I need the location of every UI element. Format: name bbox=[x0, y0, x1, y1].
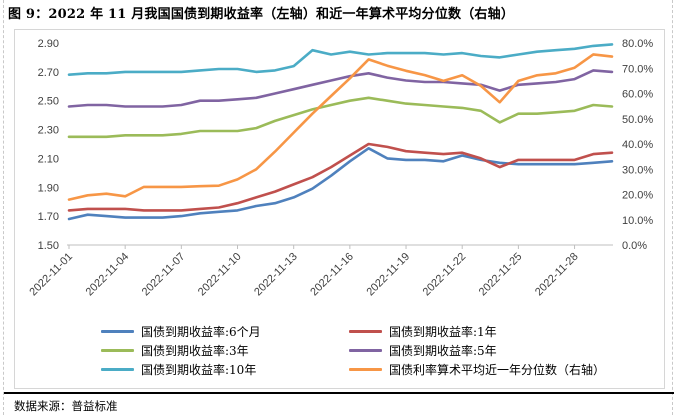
legend-swatch-icon bbox=[349, 368, 382, 371]
left-axis-tick-label: 2.50 bbox=[38, 96, 59, 108]
right-axis-tick-label: 30.0% bbox=[622, 164, 653, 176]
legend-swatch-icon bbox=[349, 349, 382, 352]
table-border-right bbox=[672, 0, 673, 415]
right-axis-tick-label: 0.0% bbox=[622, 240, 647, 252]
chart-legend: 国债到期收益率:6个月 国债到期收益率:1年国债到期收益率:3年 国债到期收益率:5… bbox=[101, 324, 605, 377]
table-border-left bbox=[3, 0, 4, 415]
legend-item-5: 国债利率算术平均近一年分位数（右轴） bbox=[349, 362, 605, 377]
series-line-1 bbox=[67, 142, 614, 212]
x-axis-tick-label: 2022-11-13 bbox=[252, 251, 300, 299]
legend-label: 国债到期收益率:10年 bbox=[141, 363, 257, 377]
x-axis-tick-label: 2022-11-22 bbox=[421, 251, 469, 299]
figure-title: 图 9：2022 年 11 月我国国债到期收益率（左轴）和近一年算术平均分位数（… bbox=[8, 7, 515, 22]
legend-label: 国债到期收益率:3年 bbox=[141, 344, 249, 358]
right-axis-tick-label: 70.0% bbox=[622, 63, 653, 75]
left-axis-tick-label: 1.50 bbox=[38, 240, 59, 252]
legend-item-3: 国债到期收益率:5年 bbox=[349, 343, 605, 358]
series-line-5 bbox=[67, 53, 614, 201]
line-chart-plot: 2.90 2.70 2.50 2.30 2.10 1.90 1.70 1.50 80.0% 70.… bbox=[27, 38, 653, 299]
x-axis-tick-label: 2022-11-28 bbox=[533, 251, 581, 299]
right-axis-tick-label: 40.0% bbox=[622, 139, 653, 151]
legend-swatch-icon bbox=[101, 349, 134, 352]
footer-divider bbox=[4, 392, 674, 394]
series-line-0 bbox=[67, 147, 614, 221]
right-axis-tick-label: 20.0% bbox=[622, 190, 653, 202]
legend-item-2: 国债到期收益率:3年 bbox=[101, 343, 349, 358]
right-axis-tick-label: 50.0% bbox=[622, 114, 653, 126]
left-axis-tick-label: 2.70 bbox=[38, 67, 59, 79]
left-axis-tick-label: 1.70 bbox=[38, 211, 59, 223]
legend-label: 国债到期收益率:5年 bbox=[389, 344, 497, 358]
left-axis-tick-label: 2.10 bbox=[38, 153, 59, 165]
right-axis-tick-label: 80.0% bbox=[622, 38, 653, 50]
x-axis-tick-label: 2022-11-19 bbox=[364, 251, 412, 299]
legend-swatch-icon bbox=[101, 330, 134, 333]
x-axis-tick-label: 2022-11-04 bbox=[84, 251, 132, 299]
series-line-2 bbox=[67, 96, 614, 139]
legend-item-4: 国债到期收益率:10年 bbox=[101, 362, 349, 377]
x-axis-tick-label: 2022-11-16 bbox=[308, 251, 356, 299]
legend-label: 国债到期收益率:6个月 bbox=[141, 325, 261, 339]
legend-swatch-icon bbox=[101, 368, 134, 371]
chart-container: 2.90 2.70 2.50 2.30 2.10 1.90 1.70 1.50 80.0% 70.… bbox=[14, 29, 665, 389]
right-axis-tick-label: 10.0% bbox=[622, 215, 653, 227]
legend-label: 国债到期收益率:1年 bbox=[389, 325, 497, 339]
legend-item-1: 国债到期收益率:1年 bbox=[349, 324, 605, 339]
series-line-4 bbox=[67, 43, 614, 77]
x-axis-tick-label: 2022-11-25 bbox=[477, 251, 525, 299]
x-axis-tick-label: 2022-11-01 bbox=[27, 251, 75, 299]
x-axis-tick-label: 2022-11-10 bbox=[196, 251, 244, 299]
right-axis-tick-label: 60.0% bbox=[622, 89, 653, 101]
legend-label: 国债利率算术平均近一年分位数（右轴） bbox=[389, 363, 606, 377]
left-axis-tick-label: 2.90 bbox=[38, 38, 59, 50]
left-axis-tick-label: 2.30 bbox=[38, 125, 59, 137]
data-source: 数据来源：普益标准 bbox=[14, 399, 118, 413]
legend-swatch-icon bbox=[349, 330, 382, 333]
x-axis-tick-label: 2022-11-07 bbox=[140, 251, 188, 299]
series-line-3 bbox=[67, 69, 614, 108]
legend-item-0: 国债到期收益率:6个月 bbox=[101, 324, 349, 339]
left-axis-tick-label: 1.90 bbox=[38, 182, 59, 194]
